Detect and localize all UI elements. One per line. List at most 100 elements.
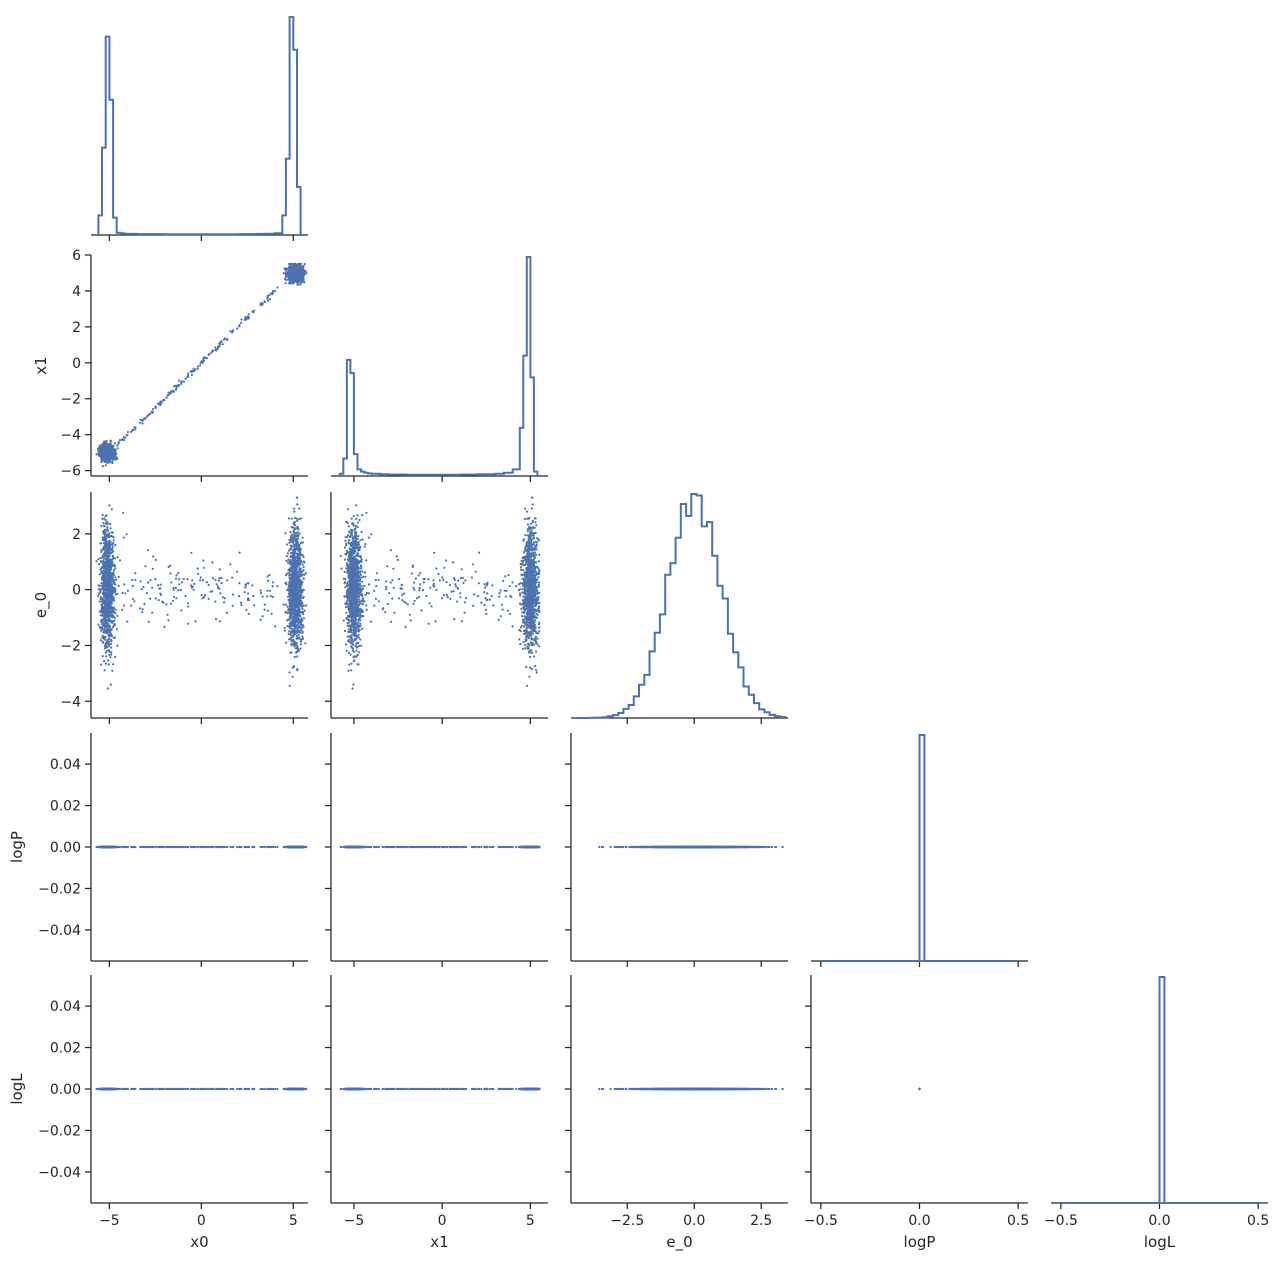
scatter-point — [121, 511, 125, 514]
scatter-point — [105, 447, 108, 450]
scatter-point — [114, 655, 117, 659]
scatter-point — [187, 375, 190, 378]
scatter-point — [231, 331, 234, 334]
scatter-point — [149, 597, 152, 600]
scatter-point — [102, 641, 105, 644]
scatter-point — [301, 553, 304, 557]
scatter-point — [287, 586, 290, 589]
scatter-point — [102, 583, 105, 586]
scatter-point — [107, 460, 110, 463]
scatter-point — [125, 533, 128, 536]
scatter-point — [298, 608, 301, 611]
scatter-point — [220, 581, 223, 585]
scatter-point — [174, 388, 178, 391]
scatter-point — [236, 327, 239, 330]
scatter-point — [298, 571, 301, 574]
scatter-point — [302, 604, 305, 607]
scatter-point — [110, 575, 113, 578]
scatter-point — [105, 567, 108, 570]
scatter-point — [186, 602, 190, 605]
scatter-point — [289, 566, 292, 569]
scatter-point — [103, 545, 106, 549]
scatter-point — [196, 367, 199, 370]
scatter-point — [292, 536, 295, 540]
scatter-point — [296, 596, 299, 599]
y-tick-label: −6 — [60, 464, 81, 480]
scatter-point — [263, 603, 266, 606]
scatter-point — [294, 524, 297, 527]
scatter-point — [124, 592, 127, 595]
scatter-point — [103, 585, 106, 589]
scatter-point — [239, 321, 243, 324]
scatter-point — [107, 659, 110, 662]
scatter-point — [139, 580, 142, 583]
scatter-point — [298, 279, 301, 282]
scatter-point — [184, 594, 187, 598]
scatter-point — [288, 684, 291, 687]
scatter-point — [97, 452, 100, 455]
scatter-point — [300, 573, 303, 577]
scatter-point — [290, 609, 294, 612]
scatter-point — [169, 392, 172, 395]
scatter-point — [199, 576, 202, 579]
scatter-point — [302, 617, 306, 620]
scatter-point — [291, 562, 294, 565]
scatter-point — [296, 581, 299, 585]
scatter-point — [108, 653, 111, 657]
scatter-point — [180, 581, 184, 584]
scatter-point — [293, 565, 296, 568]
scatter-point — [132, 597, 135, 601]
scatter-point — [191, 579, 194, 582]
scatter-point — [299, 283, 302, 286]
scatter-point — [286, 611, 289, 615]
scatter-point — [154, 597, 157, 600]
scatter-point — [492, 604, 495, 607]
scatter-point — [203, 596, 206, 599]
scatter-point — [238, 595, 241, 598]
scatter-point — [282, 272, 285, 275]
scatter-point — [121, 591, 124, 595]
scatter-point — [104, 636, 107, 639]
scatter-point — [299, 640, 303, 643]
scatter-point — [122, 536, 125, 539]
scatter-point — [300, 638, 303, 641]
scatter-point — [106, 627, 109, 630]
scatter-point — [524, 647, 527, 650]
scatter-points — [95, 262, 308, 468]
scatter-point — [289, 275, 292, 278]
scatter-point — [112, 591, 115, 595]
scatter-point — [102, 624, 105, 627]
scatter-point — [109, 577, 112, 580]
scatter-point — [211, 350, 214, 353]
scatter-point — [134, 426, 137, 429]
scatter-point — [294, 622, 297, 625]
scatter-point — [157, 402, 160, 405]
scatter-point — [231, 604, 234, 608]
scatter-point — [266, 296, 269, 299]
scatter-point — [99, 557, 102, 560]
scatter-point — [286, 552, 289, 555]
scatter-point — [182, 578, 185, 581]
scatter-point — [114, 455, 117, 458]
scatter-point — [106, 687, 109, 690]
scatter-point — [101, 592, 104, 596]
scatter-point — [104, 441, 107, 444]
y-tick-label: 2 — [72, 320, 81, 336]
scatter-point — [131, 585, 134, 588]
scatter-point — [476, 595, 480, 598]
scatter-point — [297, 649, 300, 653]
histogram-x1 — [338, 256, 541, 477]
scatter-point — [117, 584, 120, 588]
scatter-point — [288, 612, 291, 615]
scatter-point — [116, 457, 119, 460]
scatter-point — [221, 596, 224, 599]
scatter-point — [293, 610, 296, 613]
y-tick-label: −2 — [60, 392, 81, 408]
scatter-point — [169, 572, 172, 575]
scatter-point — [285, 603, 288, 606]
scatter-point — [534, 553, 538, 557]
scatter-point — [102, 600, 105, 603]
scatter-point — [113, 636, 116, 639]
y-axis-label: e_0 — [32, 592, 51, 618]
scatter-point — [218, 577, 221, 580]
